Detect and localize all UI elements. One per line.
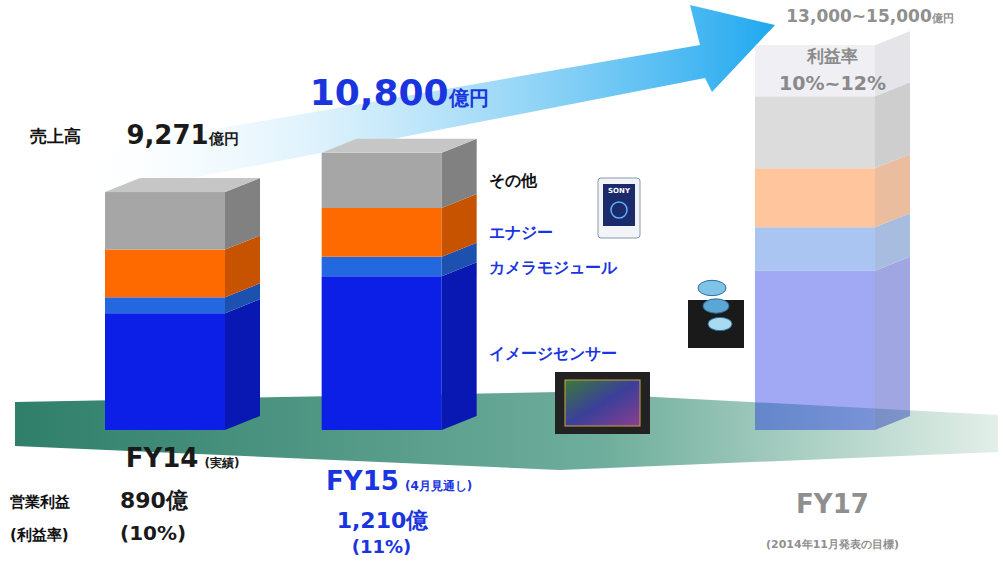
target-margin-value: 10%~12% <box>779 72 886 94</box>
sales-value: 10,800 <box>310 72 449 113</box>
category-name: FY14 <box>126 443 199 473</box>
category-label: FY17 <box>796 489 869 519</box>
bar-segment <box>755 168 875 227</box>
category-note: (4月見通し) <box>405 479 472 493</box>
sales-unit: 億円 <box>931 12 954 25</box>
bar-segment <box>755 227 875 271</box>
bar-segment <box>322 276 442 430</box>
bar-segment-side <box>875 82 910 168</box>
category-name: FY15 <box>326 466 399 496</box>
category-note: (実績) <box>204 456 239 470</box>
sales-label: 10,800億円 <box>310 72 489 113</box>
bar-top <box>105 178 260 192</box>
bar-segment <box>322 257 442 277</box>
bar-segment <box>105 192 225 250</box>
margin-title: (利益率) <box>10 526 69 544</box>
bar-stack <box>755 31 910 430</box>
bar-segment <box>105 313 225 430</box>
sales-unit: 億円 <box>208 130 239 148</box>
icons: SONY <box>555 178 744 434</box>
bar-segment <box>322 208 442 257</box>
sales-unit: 億円 <box>448 86 489 110</box>
target-margin-title: 利益率 <box>806 46 858 66</box>
battery-brand: SONY <box>608 187 631 195</box>
bar-segment <box>755 96 875 168</box>
series-label: その他 <box>489 171 538 190</box>
battery-icon <box>598 178 640 238</box>
bar-segment <box>105 297 225 313</box>
bar-segment <box>755 271 875 430</box>
bar-top <box>322 139 477 153</box>
bar-stack <box>105 178 260 430</box>
sales-title: 売上高 <box>30 126 81 146</box>
series-label: エナジー <box>489 223 553 242</box>
bar-segment-side <box>875 257 910 430</box>
series-label: カメラモジュール <box>489 258 618 277</box>
lens-element <box>703 299 729 313</box>
bar-top <box>755 31 910 45</box>
profit-value: 1,210億 <box>337 508 430 533</box>
sales-label: 13,000~15,000億円 <box>786 6 953 26</box>
margin-value: (11%) <box>352 536 412 557</box>
bars <box>105 31 910 430</box>
battery-logo <box>611 202 627 218</box>
margin-value: (10%) <box>120 521 186 545</box>
bar-segment <box>105 250 225 298</box>
bar-segment-side <box>225 299 260 430</box>
sales-value: 9,271 <box>126 120 208 150</box>
category-label: FY15 (4月見通し) <box>326 466 472 496</box>
sales-value: 13,000~15,000 <box>786 6 932 26</box>
lens-element <box>698 280 726 295</box>
chart-container: 売上高9,271億円10,800億円13,000~15,000億円利益率10%~… <box>0 0 1003 564</box>
labels: 売上高9,271億円10,800億円13,000~15,000億円利益率10%~… <box>10 6 954 557</box>
sales-label: 9,271億円 <box>126 120 238 150</box>
category-label: FY14 (実績) <box>126 443 240 473</box>
profit-title: 営業利益 <box>10 493 70 511</box>
battery-label <box>603 184 635 226</box>
sensor-frame <box>555 372 650 434</box>
bar-segment <box>322 153 442 208</box>
sensor-chip <box>565 380 640 426</box>
bar-segment-side <box>442 262 477 430</box>
profit-value: 890億 <box>120 488 189 513</box>
category-note: (2014年11月発表の目標) <box>766 538 899 551</box>
lens-element <box>708 317 732 330</box>
category-name: FY17 <box>796 489 869 519</box>
series-label: イメージセンサー <box>489 344 617 363</box>
chart-svg: 売上高9,271億円10,800億円13,000~15,000億円利益率10%~… <box>0 0 1003 564</box>
bar-stack <box>322 139 477 430</box>
